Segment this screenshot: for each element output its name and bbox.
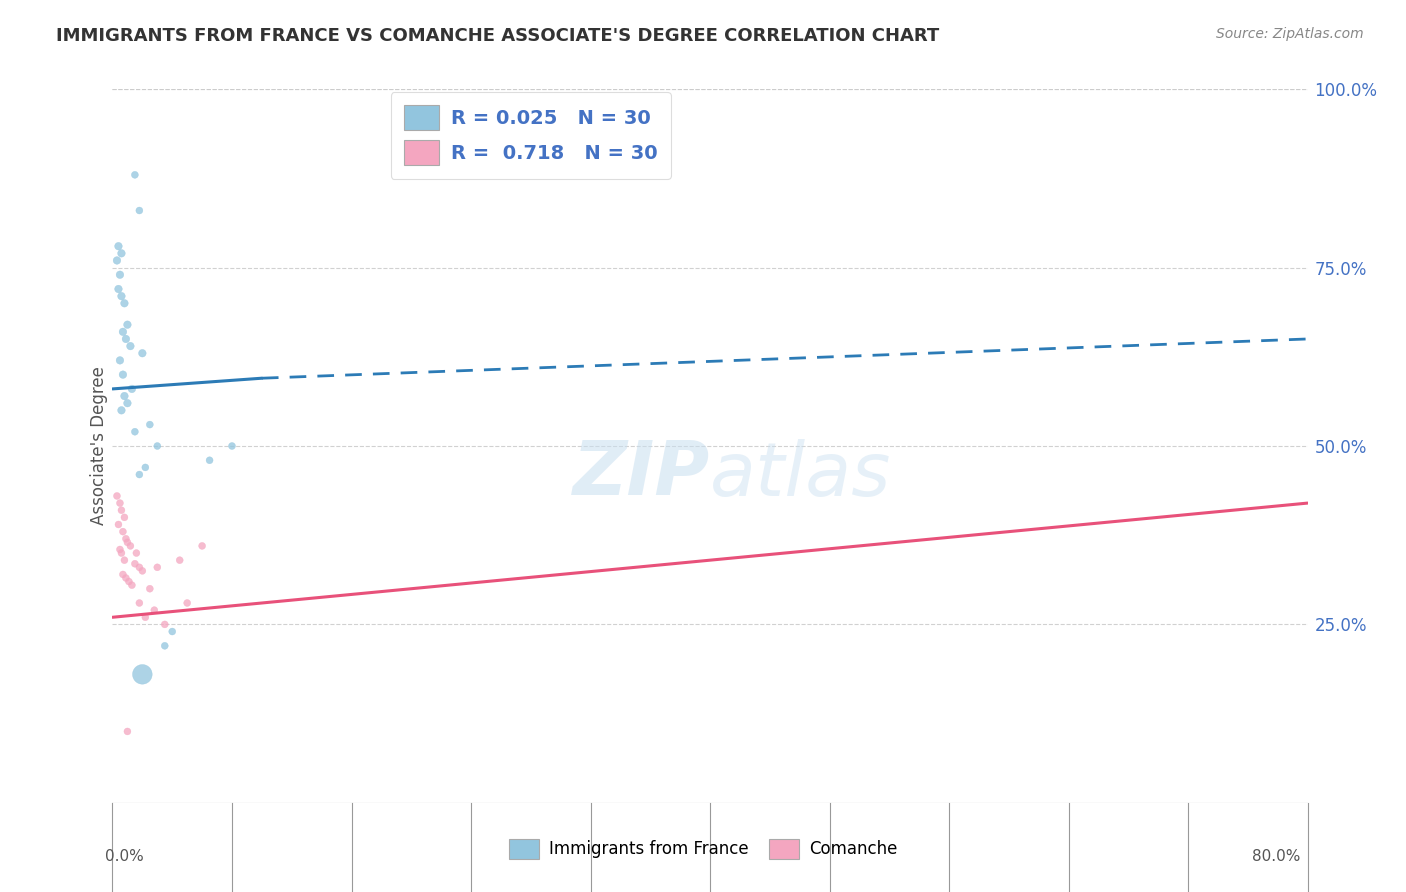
Point <box>131 667 153 681</box>
Point <box>169 553 191 567</box>
Point <box>139 582 162 596</box>
Point <box>118 574 141 589</box>
Point <box>114 510 135 524</box>
Point <box>114 553 135 567</box>
Legend: Immigrants from France, Comanche: Immigrants from France, Comanche <box>502 832 904 866</box>
Point <box>128 560 150 574</box>
Point <box>134 460 156 475</box>
Point <box>124 557 146 571</box>
Point <box>139 417 162 432</box>
Point <box>162 624 183 639</box>
Point <box>146 560 169 574</box>
Point <box>111 524 134 539</box>
Point <box>108 353 131 368</box>
Point <box>125 546 148 560</box>
Point <box>153 639 176 653</box>
Point <box>107 517 129 532</box>
Text: Source: ZipAtlas.com: Source: ZipAtlas.com <box>1216 27 1364 41</box>
Point <box>108 496 131 510</box>
Point <box>110 546 132 560</box>
Text: 0.0%: 0.0% <box>105 849 145 863</box>
Point <box>131 346 153 360</box>
Point <box>117 318 139 332</box>
Point <box>105 489 128 503</box>
Point <box>198 453 221 467</box>
Point <box>121 382 143 396</box>
Point <box>124 168 146 182</box>
Point <box>143 603 166 617</box>
Point <box>120 339 142 353</box>
Point <box>128 596 150 610</box>
Point <box>108 268 131 282</box>
Point <box>110 503 132 517</box>
Point <box>110 246 132 260</box>
Point <box>111 567 134 582</box>
Legend: R = 0.025   N = 30, R =  0.718   N = 30: R = 0.025 N = 30, R = 0.718 N = 30 <box>391 92 671 178</box>
Point <box>107 239 129 253</box>
Point <box>121 578 143 592</box>
Point <box>111 368 134 382</box>
Point <box>221 439 243 453</box>
Point <box>176 596 198 610</box>
Point <box>153 617 176 632</box>
Point <box>111 325 134 339</box>
Point <box>134 610 156 624</box>
Point <box>115 532 138 546</box>
Point <box>114 296 135 310</box>
Text: IMMIGRANTS FROM FRANCE VS COMANCHE ASSOCIATE'S DEGREE CORRELATION CHART: IMMIGRANTS FROM FRANCE VS COMANCHE ASSOC… <box>56 27 939 45</box>
Point <box>117 724 139 739</box>
Point <box>115 571 138 585</box>
Text: ZIP: ZIP <box>572 438 710 511</box>
Point <box>110 403 132 417</box>
Point <box>128 467 150 482</box>
Point <box>131 564 153 578</box>
Point <box>108 542 131 557</box>
Text: 80.0%: 80.0% <box>1253 849 1301 863</box>
Point <box>191 539 214 553</box>
Point <box>107 282 129 296</box>
Point <box>105 253 128 268</box>
Y-axis label: Associate's Degree: Associate's Degree <box>90 367 108 525</box>
Point <box>117 396 139 410</box>
Point <box>115 332 138 346</box>
Point <box>110 289 132 303</box>
Point <box>146 439 169 453</box>
Point <box>114 389 135 403</box>
Point <box>124 425 146 439</box>
Point <box>128 203 150 218</box>
Text: atlas: atlas <box>710 439 891 510</box>
Point <box>120 539 142 553</box>
Point <box>117 535 139 549</box>
